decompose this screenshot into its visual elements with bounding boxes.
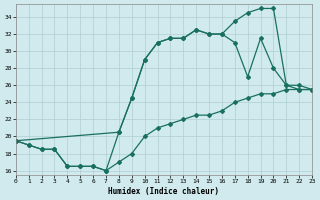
X-axis label: Humidex (Indice chaleur): Humidex (Indice chaleur): [108, 187, 220, 196]
